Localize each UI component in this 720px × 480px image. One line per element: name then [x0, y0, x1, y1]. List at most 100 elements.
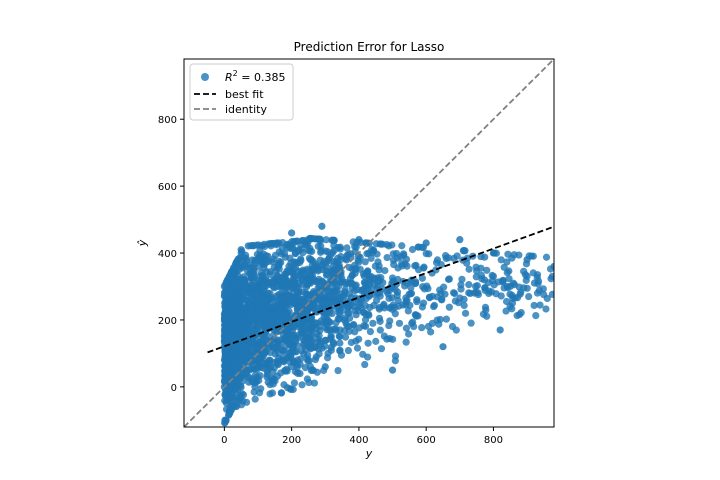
scatter-point — [233, 311, 242, 319]
scatter-point — [441, 290, 449, 298]
scatter-point — [346, 314, 354, 322]
scatter-point — [352, 311, 360, 319]
scatter-point — [231, 367, 239, 375]
scatter-point — [273, 263, 282, 272]
scatter-point — [272, 239, 280, 247]
scatter-point — [277, 356, 286, 364]
scatter-point — [470, 289, 479, 297]
reference-lines — [184, 59, 554, 427]
scatter-point — [304, 357, 312, 365]
legend-box — [189, 63, 294, 121]
scatter-point — [336, 332, 344, 341]
scatter-point — [301, 317, 309, 325]
scatter-point — [249, 273, 257, 281]
scatter-point — [246, 288, 254, 296]
scatter-point — [489, 249, 498, 257]
scatter-point — [547, 275, 554, 283]
scatter-point — [358, 296, 366, 304]
y-tick-label: 0 — [171, 383, 177, 394]
scatter-point — [272, 305, 280, 313]
scatter-point — [355, 335, 363, 343]
scatter-point — [435, 320, 443, 328]
scatter-point — [268, 376, 276, 384]
scatter-point — [532, 312, 540, 320]
x-tick-label: 800 — [484, 435, 503, 446]
scatter-point — [393, 291, 401, 300]
scatter-point — [440, 283, 448, 291]
scatter-point — [439, 343, 447, 351]
scatter-point — [430, 301, 439, 309]
scatter-point — [385, 242, 393, 250]
scatter-point — [533, 271, 542, 279]
scatter-point — [287, 363, 296, 371]
scatter-point — [220, 282, 229, 290]
scatter-point — [505, 275, 513, 283]
scatter-point — [386, 317, 394, 325]
scatter-point — [254, 282, 262, 291]
scatter-point — [329, 270, 337, 279]
scatter-point — [249, 311, 257, 319]
scatter-point — [497, 292, 505, 300]
scatter-point — [515, 310, 524, 319]
scatter-point — [503, 258, 511, 266]
scatter-point — [294, 299, 303, 307]
y-tick-label: 600 — [158, 182, 177, 193]
scatter-point — [257, 363, 266, 371]
scatter-point — [231, 286, 239, 294]
scatter-point — [389, 256, 398, 264]
scatter-point — [334, 305, 342, 313]
scatter-point — [376, 317, 384, 325]
scatter-point — [318, 277, 326, 285]
scatter-point — [222, 399, 231, 407]
scatter-point — [257, 303, 265, 311]
scatter-point — [465, 280, 473, 289]
scatter-point — [236, 394, 245, 402]
scatter-point — [349, 238, 357, 246]
scatter-point — [497, 256, 505, 264]
scatter-point — [230, 353, 238, 362]
scatter-point — [335, 263, 343, 271]
scatter-point — [260, 240, 268, 249]
scatter-point — [236, 382, 245, 390]
scatter-point — [500, 263, 508, 271]
scatter-point — [232, 346, 240, 354]
scatter-point — [257, 308, 265, 317]
scatter-point — [473, 282, 481, 290]
scatter-point — [506, 290, 514, 298]
scatter-point — [472, 267, 481, 275]
scatter-point — [265, 310, 273, 318]
scatter-point — [385, 286, 393, 294]
scatter-point — [298, 381, 306, 389]
scatter-point — [305, 275, 314, 283]
scatter-point — [257, 385, 265, 393]
scatter-point — [418, 324, 426, 332]
scatter-point — [263, 370, 271, 379]
scatter-point — [345, 309, 353, 317]
scatter-point — [451, 297, 459, 305]
scatter-point — [523, 256, 531, 264]
scatter-point — [234, 335, 242, 343]
scatter-point — [314, 338, 322, 346]
scatter-point — [437, 296, 446, 304]
x-axis-label: y — [365, 447, 373, 460]
scatter-point — [344, 303, 352, 312]
scatter-point — [542, 253, 551, 261]
scatter-point — [381, 266, 389, 275]
scatter-point — [362, 239, 370, 247]
scatter-point — [290, 272, 299, 280]
scatter-point — [261, 292, 269, 300]
scatter-point — [223, 372, 231, 380]
scatter-point — [268, 294, 276, 302]
scatter-point — [308, 247, 316, 256]
scatter-point — [425, 293, 434, 301]
scatter-point — [503, 269, 511, 277]
scatter-point — [502, 307, 510, 315]
scatter-point — [290, 379, 299, 387]
scatter-point — [299, 266, 307, 274]
scatter-point — [456, 236, 464, 244]
scatter-point — [315, 235, 323, 243]
scatter-point — [253, 344, 261, 352]
scatter-point — [262, 252, 270, 260]
scatter-point — [323, 316, 331, 324]
scatter-point — [422, 239, 430, 247]
